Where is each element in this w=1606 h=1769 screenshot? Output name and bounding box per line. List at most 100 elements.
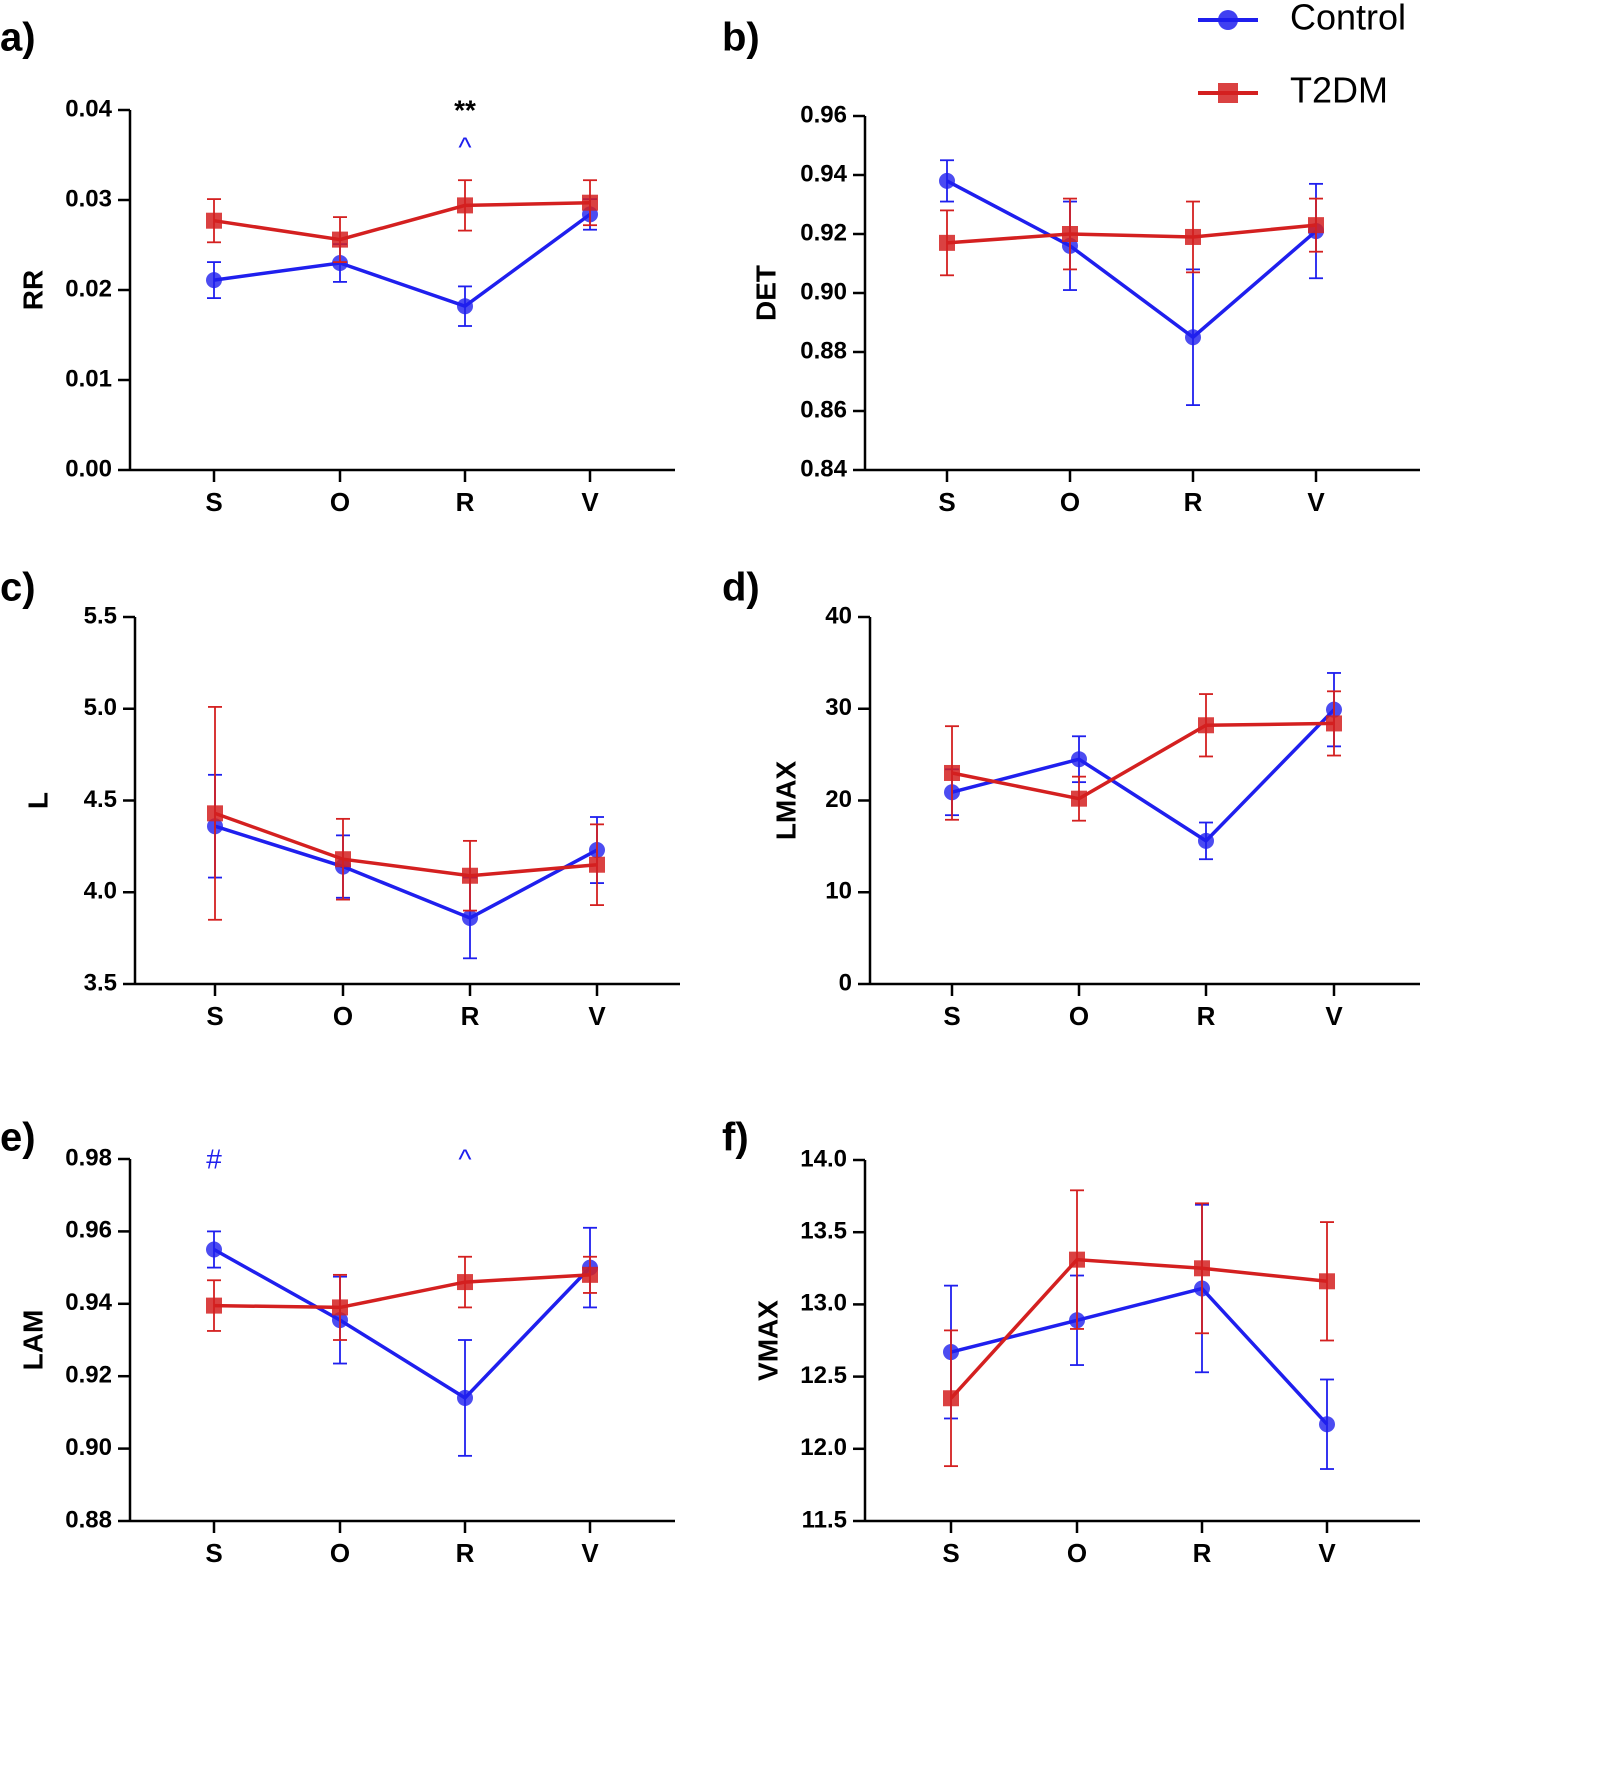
data-point bbox=[457, 1274, 473, 1291]
panel-label: b) bbox=[722, 16, 760, 60]
y-tick-label: 5.0 bbox=[84, 694, 117, 721]
y-axis-label: L bbox=[22, 792, 53, 809]
data-point bbox=[1326, 715, 1342, 732]
x-tick-label: S bbox=[205, 1538, 222, 1568]
x-tick-label: R bbox=[1197, 1001, 1216, 1031]
data-point bbox=[582, 194, 598, 211]
series-line bbox=[213, 1247, 592, 1401]
y-tick-label: 5.5 bbox=[84, 602, 117, 629]
series-control bbox=[206, 198, 598, 327]
series-line bbox=[213, 200, 591, 242]
data-point bbox=[206, 212, 222, 229]
data-point bbox=[1319, 1416, 1335, 1433]
panel-label: a) bbox=[0, 16, 36, 60]
y-tick-label: 40 bbox=[825, 602, 852, 629]
data-point bbox=[1069, 1251, 1085, 1268]
data-point bbox=[1071, 790, 1087, 807]
data-point bbox=[582, 1266, 598, 1283]
data-point bbox=[1319, 1273, 1335, 1290]
annotation: ^ bbox=[458, 131, 471, 162]
series-t2dm bbox=[207, 706, 605, 921]
x-tick-label: V bbox=[1325, 1001, 1343, 1031]
y-tick-label: 0.00 bbox=[65, 455, 112, 482]
y-tick-label: 30 bbox=[825, 694, 852, 721]
legend-marker bbox=[1218, 83, 1238, 103]
x-tick-label: R bbox=[456, 1538, 475, 1568]
panel-label: c) bbox=[0, 566, 36, 610]
data-point bbox=[1185, 228, 1201, 245]
panel-label: d) bbox=[722, 566, 760, 610]
annotation: ^ bbox=[458, 1143, 471, 1174]
x-tick-label: O bbox=[330, 1538, 350, 1568]
data-point bbox=[462, 909, 478, 926]
data-point bbox=[206, 272, 222, 289]
x-tick-label: V bbox=[1307, 487, 1325, 517]
x-tick-label: V bbox=[581, 487, 599, 517]
y-tick-label: 0 bbox=[839, 969, 852, 996]
series-control bbox=[206, 1226, 598, 1457]
series-line bbox=[214, 824, 598, 920]
data-point bbox=[332, 1299, 348, 1316]
x-tick-label: S bbox=[938, 487, 955, 517]
y-tick-label: 0.96 bbox=[800, 101, 847, 128]
y-axis-label: DET bbox=[750, 265, 781, 321]
x-tick-label: O bbox=[330, 487, 350, 517]
series-control bbox=[944, 672, 1342, 861]
y-tick-label: 0.04 bbox=[65, 95, 112, 122]
x-tick-label: S bbox=[206, 1001, 223, 1031]
y-tick-label: 4.5 bbox=[84, 786, 117, 813]
annotation: ** bbox=[454, 94, 476, 125]
series-line bbox=[214, 811, 598, 878]
panel-label: e) bbox=[0, 1116, 36, 1160]
y-tick-label: 0.92 bbox=[65, 1362, 112, 1389]
legend-label: Control bbox=[1290, 0, 1406, 38]
y-tick-label: 3.5 bbox=[84, 969, 117, 996]
x-tick-label: V bbox=[581, 1538, 599, 1568]
series-control bbox=[939, 159, 1324, 407]
y-axis-label: VMAX bbox=[752, 1300, 783, 1381]
data-point bbox=[457, 197, 473, 214]
legend-marker bbox=[1218, 10, 1238, 30]
series-line bbox=[213, 1273, 591, 1310]
y-tick-label: 0.86 bbox=[800, 396, 847, 423]
x-tick-label: S bbox=[942, 1538, 959, 1568]
data-point bbox=[457, 1389, 473, 1406]
data-point bbox=[335, 851, 351, 868]
series-t2dm bbox=[206, 179, 598, 264]
y-tick-label: 12.0 bbox=[800, 1434, 847, 1461]
data-point bbox=[1185, 329, 1201, 346]
data-point bbox=[332, 231, 348, 248]
y-tick-label: 0.88 bbox=[800, 337, 847, 364]
data-point bbox=[943, 1390, 959, 1407]
annotation: # bbox=[206, 1143, 222, 1174]
x-tick-label: R bbox=[1193, 1538, 1212, 1568]
data-point bbox=[462, 867, 478, 884]
data-point bbox=[589, 856, 605, 873]
y-tick-label: 0.92 bbox=[800, 219, 847, 246]
y-tick-label: 13.0 bbox=[800, 1290, 847, 1317]
data-point bbox=[1062, 226, 1078, 242]
y-tick-label: 0.84 bbox=[800, 455, 847, 482]
y-tick-label: 0.90 bbox=[65, 1434, 112, 1461]
x-tick-label: S bbox=[943, 1001, 960, 1031]
y-axis-label: LMAX bbox=[770, 761, 801, 841]
data-point bbox=[207, 805, 223, 822]
y-tick-label: 0.94 bbox=[800, 160, 847, 187]
x-tick-label: O bbox=[1060, 487, 1080, 517]
series-line bbox=[946, 179, 1318, 340]
series-line bbox=[949, 1257, 1328, 1400]
data-point bbox=[206, 1241, 222, 1258]
data-point bbox=[1198, 717, 1214, 734]
data-point bbox=[457, 298, 473, 315]
x-tick-label: R bbox=[1184, 487, 1203, 517]
series-t2dm bbox=[943, 1189, 1335, 1468]
panel-b: b) DET 0.84 0.86 0.88 0.90 0.92 0.94 0.96 S O R V bbox=[722, 16, 1420, 517]
data-point bbox=[1194, 1260, 1210, 1277]
panel-f: f) VMAX 11.5 12.0 12.5 13.0 13.5 14.0 S O R V bbox=[722, 1116, 1420, 1568]
series-line bbox=[950, 1286, 1329, 1426]
y-tick-label: 11.5 bbox=[802, 1506, 847, 1533]
y-tick-label: 20 bbox=[825, 786, 852, 813]
y-tick-label: 0.94 bbox=[65, 1289, 112, 1316]
